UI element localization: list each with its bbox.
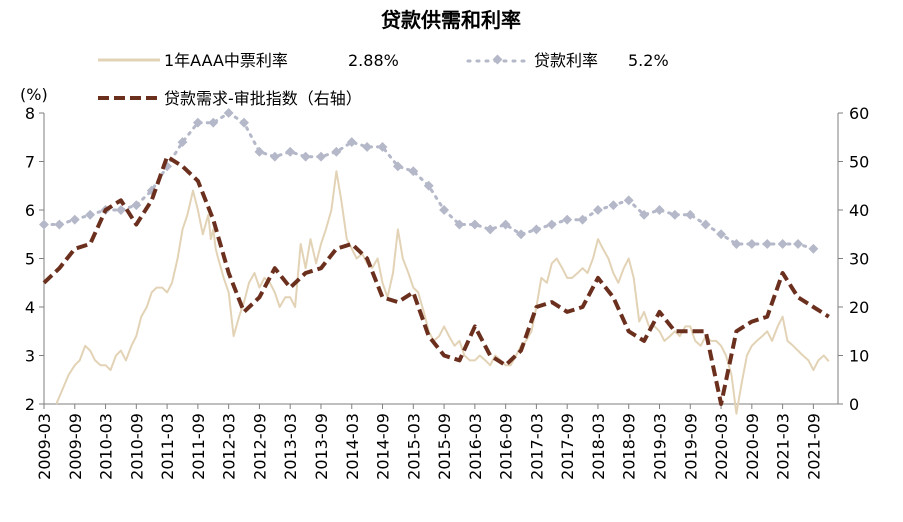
x-tick-label: 2020-03	[712, 413, 731, 480]
loan-rate-point	[516, 229, 526, 240]
x-tick-label: 2012-09	[250, 413, 269, 480]
mtn-rate-line	[55, 170, 830, 415]
series-layer	[39, 108, 830, 415]
x-tick-label: 2015-03	[404, 413, 423, 480]
x-tick-label: 2021-09	[804, 413, 823, 480]
loan-rate-point	[777, 239, 788, 249]
loan-rate-point	[546, 219, 557, 230]
loan-rate-point	[746, 239, 757, 249]
x-tick-label: 2014-03	[343, 413, 362, 480]
legend-label-loan-rate: 贷款利率	[534, 51, 598, 70]
loan-rate-point	[115, 205, 126, 215]
x-tick-label: 2016-09	[497, 413, 516, 480]
loan-rate-point	[423, 180, 434, 191]
loan-rate-point	[362, 142, 373, 152]
x-tick-label: 2017-03	[527, 413, 546, 480]
loan-rate-point	[531, 224, 542, 235]
x-tick-label: 2011-03	[158, 413, 177, 480]
x-tick-label: 2012-03	[220, 413, 239, 480]
loan-rate-point	[562, 214, 573, 225]
x-tick-label: 2019-09	[681, 413, 700, 480]
legend-marker-loan-rate	[492, 54, 503, 65]
loan-rate-point	[654, 205, 665, 215]
loan-rate-point	[223, 108, 234, 118]
x-tick-label: 2018-03	[589, 413, 608, 480]
loan-rate-point	[577, 214, 588, 225]
loan-rate-point	[192, 117, 203, 128]
right-tick-label: 40	[849, 201, 869, 220]
x-tick-label: 2017-09	[558, 413, 577, 480]
left-axis-unit: (%)	[20, 85, 48, 104]
x-tick-label: 2015-09	[435, 413, 454, 480]
loan-rate-point	[793, 239, 803, 249]
loan-rate-point	[208, 117, 219, 128]
x-tick-label: 2013-09	[312, 413, 331, 480]
legend-label-demand: 贷款需求-审批指数（右轴）	[164, 89, 362, 108]
axes: 2 3 4 5 6 7 8 0 10 20 30 40 50 60 2009-03 2009-09 2010-0…	[25, 104, 870, 480]
loan-rate-point	[608, 200, 619, 211]
x-tick-label: 2011-09	[189, 413, 208, 480]
left-tick-label: 3	[25, 347, 35, 366]
loan-rate-point	[85, 209, 96, 220]
x-tick-label: 2016-03	[466, 413, 485, 480]
loan-rate-point	[669, 209, 680, 220]
loan-rate-point	[500, 219, 511, 230]
loan-rate-point	[254, 146, 265, 157]
x-tick-label: 2009-09	[66, 413, 85, 480]
left-tick-label: 7	[25, 153, 35, 172]
x-tick-label: 2014-09	[374, 413, 393, 480]
loan-rate-point	[593, 205, 603, 215]
right-tick-label: 60	[849, 104, 869, 123]
loan-rate-point	[700, 219, 711, 230]
loan-rate-point	[408, 166, 419, 177]
x-tick-label: 2010-03	[97, 413, 116, 480]
right-tick-label: 50	[849, 153, 869, 172]
loan-rate-point	[131, 200, 142, 211]
x-tick-label: 2021-03	[774, 413, 793, 480]
legend-label-mtn: 1年AAA中票利率	[164, 51, 288, 70]
loan-rate-point	[39, 219, 49, 230]
legend-value-loan-rate: 5.2%	[628, 51, 669, 70]
loan-rate-point	[300, 151, 311, 162]
loan-rate-point	[485, 224, 496, 235]
loan-rate-point	[623, 195, 634, 206]
legend: 1年AAA中票利率 2.88% 贷款利率 5.2% 贷款需求-审批指数（右轴）	[98, 51, 669, 108]
loan-rate-point	[762, 239, 773, 249]
left-tick-label: 4	[25, 298, 35, 317]
loan-rate-point	[469, 219, 480, 230]
x-tick-label: 2019-03	[651, 413, 670, 480]
loan-rate-point	[685, 209, 696, 220]
loan-rate-point	[346, 137, 357, 148]
loan-rate-point	[54, 219, 65, 230]
right-tick-label: 30	[849, 250, 869, 269]
x-tick-label: 2018-09	[620, 413, 639, 480]
left-tick-label: 8	[25, 104, 35, 123]
loan-rate-point	[269, 151, 280, 162]
chart-title: 贷款供需和利率	[381, 8, 521, 32]
x-tick-label: 2010-09	[127, 413, 146, 480]
left-tick-label: 2	[25, 395, 35, 414]
legend-value-mtn: 2.88%	[348, 51, 399, 70]
left-tick-label: 6	[25, 201, 35, 220]
right-tick-label: 10	[849, 347, 869, 366]
loan-rate-point	[239, 117, 249, 128]
loan-demand-line	[42, 154, 830, 406]
right-tick-label: 20	[849, 298, 869, 317]
loan-rate-point	[808, 243, 819, 254]
loan-rate-point	[316, 151, 326, 162]
loan-rate-point	[69, 214, 80, 225]
x-tick-label: 2020-09	[743, 413, 762, 480]
x-tick-label: 2009-03	[35, 413, 54, 480]
left-tick-label: 5	[25, 250, 35, 269]
x-tick-label: 2013-03	[281, 413, 300, 480]
right-tick-label: 0	[849, 395, 859, 414]
loan-rate-point	[285, 146, 296, 157]
